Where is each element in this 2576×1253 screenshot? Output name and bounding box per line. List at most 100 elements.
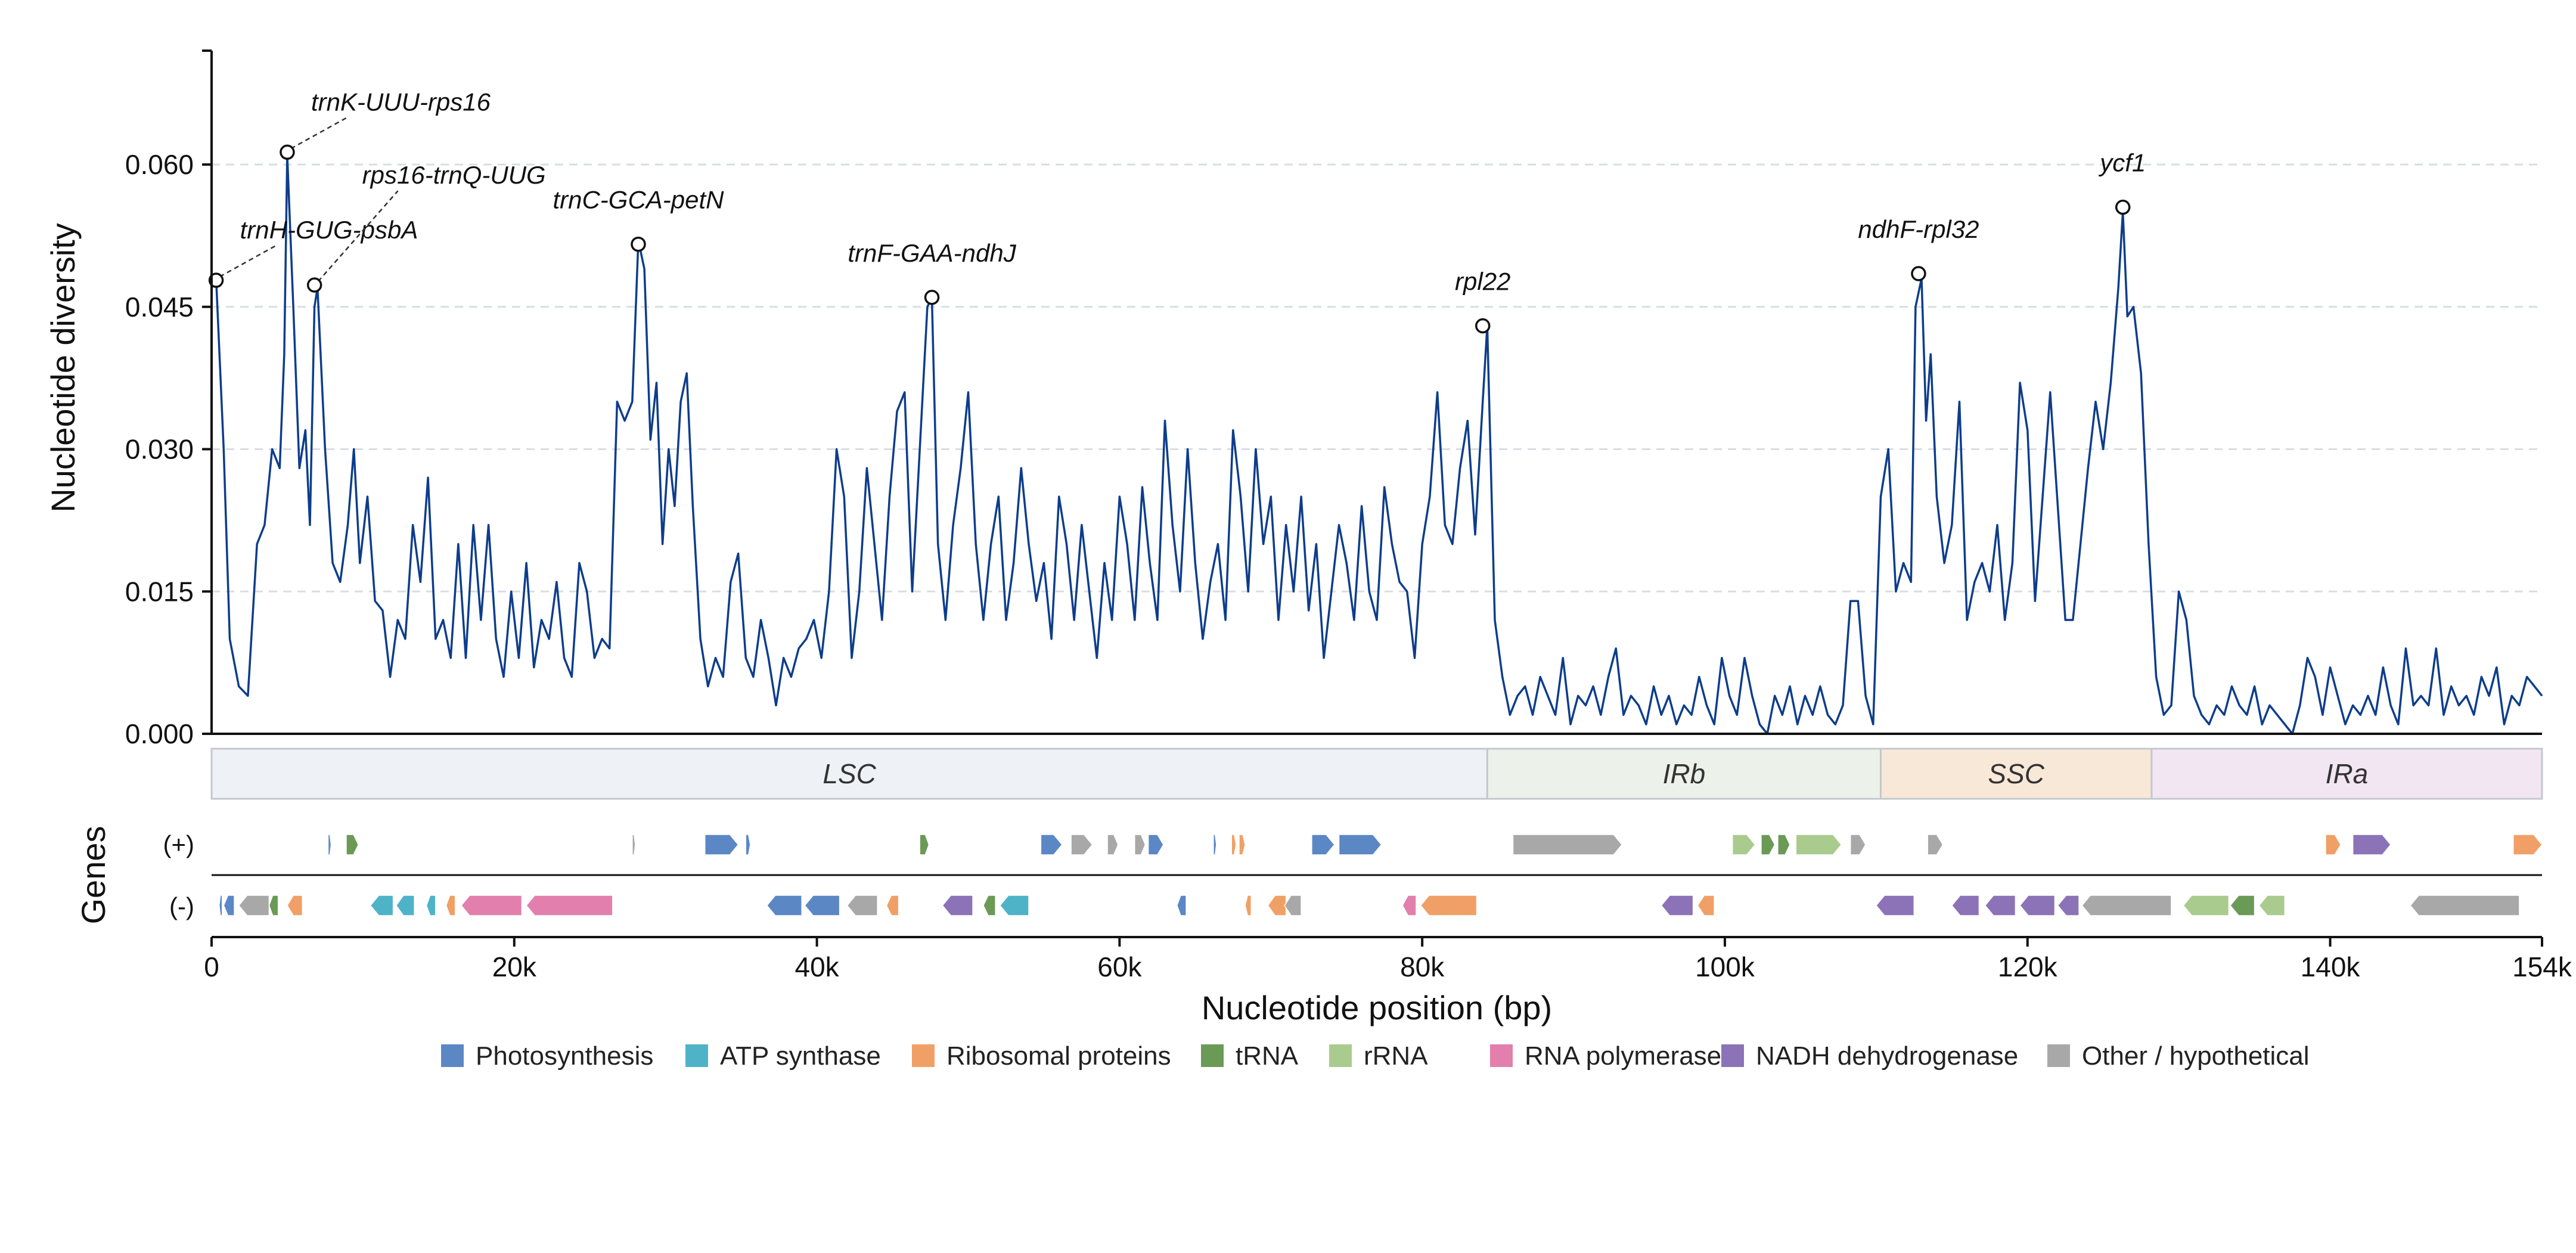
peak-marker [1475,318,1491,334]
gene-feature [346,834,359,855]
peak-label: trnF-GAA-ndhJ [848,239,1016,267]
peak-marker [1911,266,1926,281]
y-axis-title: Nucleotide diversity [44,223,82,513]
region-bar: LSC IRb SSC IRa [210,748,2543,800]
gene-feature [704,834,739,855]
legend-swatch [912,1044,935,1067]
gene-feature [1040,834,1063,855]
legend-swatch [685,1044,708,1067]
gene-feature [2229,895,2255,916]
region-ira [2150,748,2543,800]
legend-swatch [1490,1044,1513,1067]
gene-feature [632,834,636,855]
gene-feature [1107,834,1119,855]
axes: 0.000 0.015 0.030 0.045 0.060 [125,49,2542,749]
gene-feature [1134,834,1146,855]
legend-label: rRNA [1364,1041,1428,1071]
minus-strand-label: (-) [169,892,194,920]
gene-feature [999,895,1029,916]
gene-feature [395,895,415,916]
gene-feature [1777,834,1790,855]
peak-marker [924,290,940,305]
gene-feature [1338,834,1382,855]
gene-feature [445,895,456,916]
peak-marker [631,236,646,252]
y-tick-label: 0.060 [125,149,194,180]
peak-marker [2115,199,2131,215]
y-tick-label: 0.000 [125,718,194,749]
region-ssc [1879,748,2153,800]
gene-feature [1420,895,1478,916]
gene-feature [1849,834,1866,855]
gridlines [212,163,2542,593]
gene-feature [2410,895,2520,916]
gene-feature [2352,834,2392,855]
legend-label: NADH dehydrogenase [1756,1041,2018,1071]
gene-feature [1070,834,1093,855]
gene-feature [1267,895,1287,916]
gene-feature [238,895,270,916]
legend-swatch [1721,1044,1744,1067]
peak-label: trnC-GCA-petN [553,186,724,214]
gene-feature [2325,834,2342,855]
gene-feature [804,895,840,916]
gene-feature [1239,834,1246,855]
gene-feature [327,834,332,855]
gene-feature [1984,895,2016,916]
peak-marker [306,277,322,293]
x-axis-title: Nucleotide position (bp) [1202,989,1552,1026]
gene-feature [766,895,802,916]
x-tick-label: 60k [1097,951,1142,982]
region-label: SSC [1988,758,2044,789]
x-tick-label: 140k [2301,951,2361,982]
plus-strand-label: (+) [163,830,195,858]
legend-label: Ribosomal proteins [946,1041,1171,1071]
legend-label: Photosynthesis [476,1041,653,1071]
gene-feature [1147,834,1164,855]
gene-feature [1231,834,1237,855]
gene-feature [268,895,279,916]
gene-feature [1402,895,1417,916]
gene-feature [526,895,613,916]
peak-label: trnH-GUG-psbA [240,216,418,244]
legend-label: Other / hypothetical [2082,1041,2310,1071]
y-tick-label: 0.030 [125,434,194,465]
peak-marker [208,272,224,288]
gene-feature [983,895,996,916]
gene-feature [846,895,878,916]
x-tick-label: 0 [204,951,219,982]
gene-feature [2258,895,2286,916]
peak-leader-line [317,190,399,282]
gene-feature [460,895,523,916]
legend-swatch [441,1044,464,1067]
x-tick-label: 20k [492,951,537,982]
legend-swatch [2047,1044,2070,1067]
region-label: IRb [1663,758,1706,789]
gene-feature [2513,834,2543,855]
diversity-line-layer [210,154,2543,735]
peak-leader-line [290,117,347,150]
gene-feature [1795,834,1842,855]
gene-feature [1875,895,1915,916]
gene-feature [2081,895,2172,916]
x-tick-label: 120k [1998,951,2058,982]
peak-markers: trnH-GUG-psbA trnK-UUU-rps16 rps16-trnQ-UU… [208,88,2146,334]
peak-label: rpl22 [1455,268,1510,296]
gene-feature [426,895,436,916]
gene-feature [1213,834,1217,855]
region-label: IRa [2326,758,2369,789]
gene-feature [1761,834,1776,855]
legend: Photosynthesis ATP synthase Ribosomal prot… [441,1041,2310,1071]
gene-feature [1661,895,1694,916]
gene-feature [370,895,394,916]
x-tick-label: 80k [1400,951,1445,982]
legend-label: RNA polymerase [1525,1041,1721,1071]
gene-feature [2019,895,2056,916]
gene-feature [1512,834,1623,855]
gene-feature [1177,895,1187,916]
gene-feature [942,895,973,916]
legend-swatch [1201,1044,1224,1067]
gene-feature [223,895,235,916]
